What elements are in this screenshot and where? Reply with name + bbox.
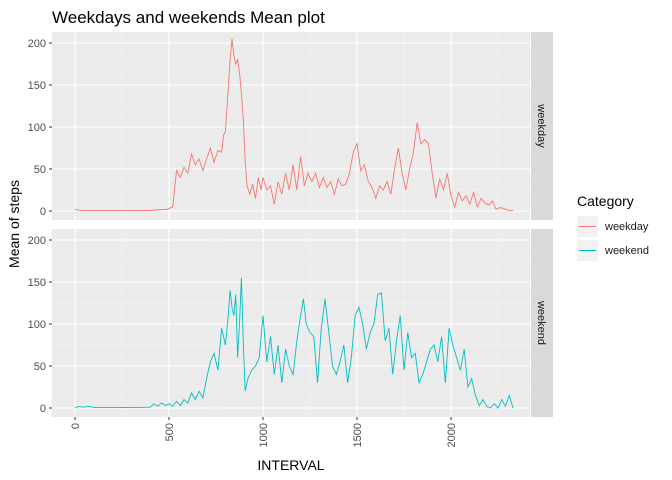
y-tick-label: 150: [28, 80, 46, 92]
y-tick-label: 50: [34, 361, 46, 373]
panel-background-weekday: [52, 32, 530, 220]
x-tick-label: 1500: [352, 423, 364, 447]
x-tick-label: 1000: [258, 423, 270, 447]
legend-title: Category: [577, 193, 634, 209]
y-tick-label: 0: [40, 403, 46, 415]
y-axis-title: Mean of steps: [6, 180, 22, 268]
x-tick-label: 500: [164, 423, 176, 441]
x-axis-title: INTERVAL: [257, 457, 324, 473]
chart-title: Weekdays and weekends Mean plot: [52, 8, 325, 27]
grid-weekend: [52, 229, 530, 417]
strip-weekend: [531, 229, 553, 417]
grid-weekday: [52, 32, 530, 220]
panel-weekend: weekend: [52, 229, 553, 417]
y-tick-label: 50: [34, 164, 46, 176]
y-tick-label: 200: [28, 38, 46, 50]
panel-weekday: weekday: [52, 32, 553, 220]
y-axis-weekday: 0 50 100 150 200: [28, 38, 52, 218]
x-tick-label: 2000: [446, 423, 458, 447]
y-tick-label: 100: [28, 122, 46, 134]
y-tick-label: 200: [28, 235, 46, 247]
x-axis: 0 500 1000 1500 2000: [70, 417, 458, 447]
panel-background-weekend: [52, 229, 530, 417]
strip-label-weekend: weekend: [535, 300, 547, 345]
y-tick-label: 100: [28, 319, 46, 331]
y-axis-weekend: 0 50 100 150 200: [28, 235, 52, 415]
legend: Category weekday weekend: [577, 193, 649, 261]
series-line-weekday: [74, 38, 514, 212]
y-tick-label: 0: [40, 206, 46, 218]
legend-label-weekend: weekend: [604, 245, 649, 257]
y-tick-label: 150: [28, 277, 46, 289]
x-tick-label: 0: [70, 423, 82, 429]
strip-weekday: [531, 32, 553, 220]
series-line-weekend: [74, 277, 514, 409]
legend-label-weekday: weekday: [604, 221, 649, 233]
strip-label-weekday: weekday: [535, 103, 547, 148]
